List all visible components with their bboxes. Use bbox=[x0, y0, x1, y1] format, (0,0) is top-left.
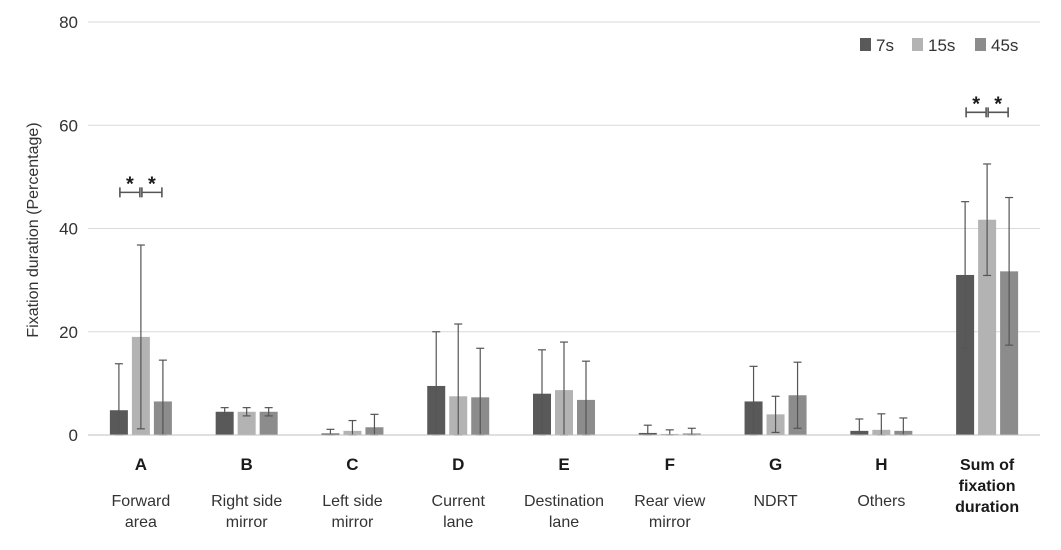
error-bar-45s-8 bbox=[1005, 196, 1014, 346]
bar-7s-8 bbox=[956, 274, 975, 435]
category-letter: G bbox=[769, 455, 782, 474]
category-labels: A Forward area B Right side mirror C Left side m… bbox=[112, 455, 1020, 531]
significance-bracket bbox=[141, 187, 163, 198]
legend-item-7s: 7s bbox=[860, 36, 894, 55]
y-tick-label: 60 bbox=[59, 116, 78, 135]
legend-swatch bbox=[975, 38, 986, 51]
category-description: Forward bbox=[112, 493, 171, 510]
category-description: Right side bbox=[211, 493, 282, 510]
bar-45s-8 bbox=[1000, 271, 1019, 435]
category-letter: C bbox=[346, 455, 358, 474]
legend-label: 7s bbox=[876, 36, 894, 55]
significance-bracket bbox=[119, 187, 141, 198]
legend-swatch bbox=[912, 38, 923, 51]
category-description: mirror bbox=[226, 514, 268, 531]
significance-star: * bbox=[126, 173, 134, 195]
gridlines bbox=[88, 21, 1040, 333]
category-letter: H bbox=[875, 455, 887, 474]
category-description: lane bbox=[549, 514, 579, 531]
category-description: Current bbox=[432, 493, 486, 510]
error-bar-7s-1 bbox=[220, 407, 229, 417]
category-description: mirror bbox=[332, 514, 374, 531]
error-bar-7s-8 bbox=[961, 201, 970, 349]
significance-star: * bbox=[994, 93, 1002, 115]
error-bar-15s-1 bbox=[242, 407, 251, 417]
legend: 7s 15s 45s bbox=[860, 36, 1018, 55]
category-description: Destination bbox=[524, 493, 604, 510]
category-letter: A bbox=[135, 455, 147, 474]
y-tick-label: 0 bbox=[69, 426, 78, 445]
legend-item-15s: 15s bbox=[912, 36, 955, 55]
bar-15s-1 bbox=[237, 411, 256, 435]
legend-label: 15s bbox=[928, 36, 955, 55]
category-letter: F bbox=[665, 455, 675, 474]
error-bar-15s-8 bbox=[983, 163, 992, 277]
y-tick-label: 20 bbox=[59, 323, 78, 342]
error-bars bbox=[114, 163, 1014, 436]
significance-star: * bbox=[148, 173, 156, 195]
category-description: mirror bbox=[649, 514, 691, 531]
legend-swatch bbox=[860, 38, 871, 51]
category-description: NDRT bbox=[753, 493, 797, 510]
bar-15s-8 bbox=[978, 219, 997, 435]
legend-label: 45s bbox=[991, 36, 1018, 55]
error-bar-15s-0 bbox=[136, 244, 145, 430]
significance-star: * bbox=[972, 93, 980, 115]
significance-bracket bbox=[965, 107, 987, 118]
significance-markers: * * * * bbox=[119, 93, 1009, 198]
error-bar-45s-1 bbox=[264, 407, 273, 417]
category-description: area bbox=[125, 514, 157, 531]
significance-bracket bbox=[987, 107, 1009, 118]
legend-item-45s: 45s bbox=[975, 36, 1018, 55]
bar-45s-1 bbox=[259, 411, 278, 435]
category-description: Left side bbox=[322, 493, 383, 510]
category-description: fixation bbox=[959, 478, 1016, 495]
category-description: Rear view bbox=[634, 493, 706, 510]
category-description: duration bbox=[955, 499, 1019, 516]
y-axis-ticks: 0 20 40 60 80 bbox=[59, 13, 78, 445]
category-letter: D bbox=[452, 455, 464, 474]
bar-7s-1 bbox=[215, 411, 234, 435]
y-tick-label: 40 bbox=[59, 220, 78, 239]
error-bar-45s-6 bbox=[793, 361, 802, 429]
category-description: Others bbox=[857, 493, 905, 510]
error-bar-15s-6 bbox=[771, 395, 780, 434]
category-letter: B bbox=[241, 455, 253, 474]
category-description: Sum of bbox=[960, 457, 1015, 474]
y-axis-label: Fixation duration (Percentage) bbox=[25, 122, 42, 337]
category-letter: E bbox=[558, 455, 569, 474]
bars bbox=[109, 219, 1019, 435]
y-tick-label: 80 bbox=[59, 13, 78, 32]
category-description: lane bbox=[443, 514, 473, 531]
